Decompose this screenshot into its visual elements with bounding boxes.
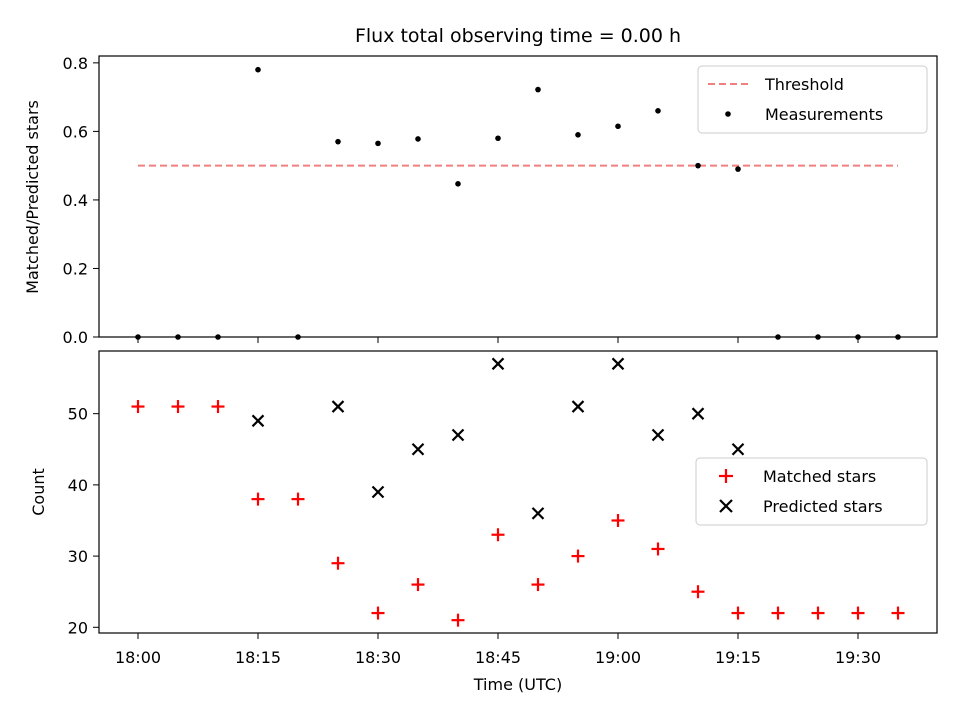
measurement-point [255, 66, 261, 73]
measurement-point [455, 181, 461, 187]
measurement-point [695, 162, 701, 169]
legend-predicted-swatch [719, 499, 733, 513]
predicted-star-point [531, 507, 545, 520]
x-tick-label: 19:30 [835, 648, 881, 667]
legend-predicted-label: Predicted stars [763, 497, 883, 516]
legend-measurements-label: Measurements [765, 105, 883, 124]
bottom-y-tick-label: 50 [68, 405, 88, 424]
matched-star-point [731, 606, 745, 620]
matched-star-point [531, 578, 545, 592]
measurement-point [535, 86, 541, 93]
matched-star-point [411, 578, 425, 592]
x-tick-label: 18:15 [235, 648, 281, 667]
bottom-y-tick-label: 20 [68, 618, 88, 637]
legend-matched-label: Matched stars [763, 467, 876, 486]
matched-star-point [371, 606, 385, 620]
matched-star-point [131, 400, 145, 414]
matched-star-point [611, 513, 625, 527]
x-tick-label: 18:30 [355, 648, 401, 667]
top-y-tick-label: 0.6 [63, 122, 88, 141]
top-chart-title: Flux total observing time = 0.00 h [355, 25, 681, 47]
matched-star-point [891, 606, 905, 620]
legend-threshold-label: Threshold [764, 75, 844, 94]
matched-star-point [651, 542, 665, 556]
legend-measurements-swatch [725, 111, 731, 117]
measurement-point [735, 166, 741, 172]
predicted-star-point [491, 357, 505, 371]
matched-star-point [211, 400, 225, 414]
predicted-star-point [451, 428, 465, 442]
predicted-star-point [651, 428, 665, 442]
top-y-axis-label: Matched/Predicted stars [23, 100, 42, 294]
top-y-tick-label: 0.8 [63, 54, 88, 73]
bottom-y-tick-label: 40 [68, 476, 88, 495]
predicted-star-point [251, 414, 265, 428]
top-y-tick-label: 0.0 [63, 328, 88, 347]
predicted-star-point [371, 485, 385, 499]
top-y-tick-label: 0.4 [63, 191, 88, 210]
top-y-tick-label: 0.2 [63, 259, 88, 278]
matched-star-point [811, 606, 825, 620]
matched-star-point [331, 556, 345, 570]
top-axes-frame [98, 55, 938, 338]
count-plot: 20 30 40 50 18:00 18:15 18:30 18:45 19:00 19:15 19… [68, 357, 905, 667]
x-axis-label: Time (UTC) [473, 675, 562, 694]
legend-matched-swatch [719, 469, 733, 483]
matched-star-point [851, 606, 865, 620]
matched-star-point [251, 492, 265, 506]
bottom-axes-frame [98, 350, 938, 634]
predicted-star-point [331, 400, 345, 413]
measurement-point [575, 132, 581, 138]
matched-star-point [491, 528, 505, 542]
bottom-legend: Matched stars Predicted stars [695, 457, 928, 526]
top-legend: Threshold Measurements [697, 65, 928, 134]
x-tick-label: 19:15 [715, 648, 761, 667]
measurement-point [335, 138, 341, 145]
measurement-point [655, 108, 661, 114]
predicted-star-point [411, 442, 425, 456]
bottom-y-tick-label: 30 [68, 547, 88, 566]
matched-star-point [691, 585, 705, 599]
matched-star-point [291, 492, 305, 506]
matched-star-point [571, 549, 585, 563]
measurement-point [495, 135, 501, 142]
predicted-star-point [731, 442, 745, 456]
x-tick-label: 18:45 [475, 648, 521, 667]
x-tick-label: 19:00 [595, 648, 641, 667]
predicted-star-point [691, 407, 705, 420]
top-legend-frame [697, 65, 928, 134]
x-tick-label: 18:00 [115, 648, 161, 667]
bottom-legend-frame [695, 457, 928, 526]
predicted-star-point [571, 400, 585, 413]
measurement-point [615, 123, 621, 130]
matched-star-point [771, 606, 785, 620]
bottom-y-axis-label: Count [29, 468, 48, 516]
measurement-point [415, 136, 421, 142]
predicted-star-point [611, 357, 625, 371]
matched-star-point [451, 613, 465, 627]
measurement-point [375, 140, 381, 147]
matched-star-point [171, 400, 185, 414]
ratio-plot: 0.0 0.2 0.4 0.6 0.8 [63, 54, 901, 347]
